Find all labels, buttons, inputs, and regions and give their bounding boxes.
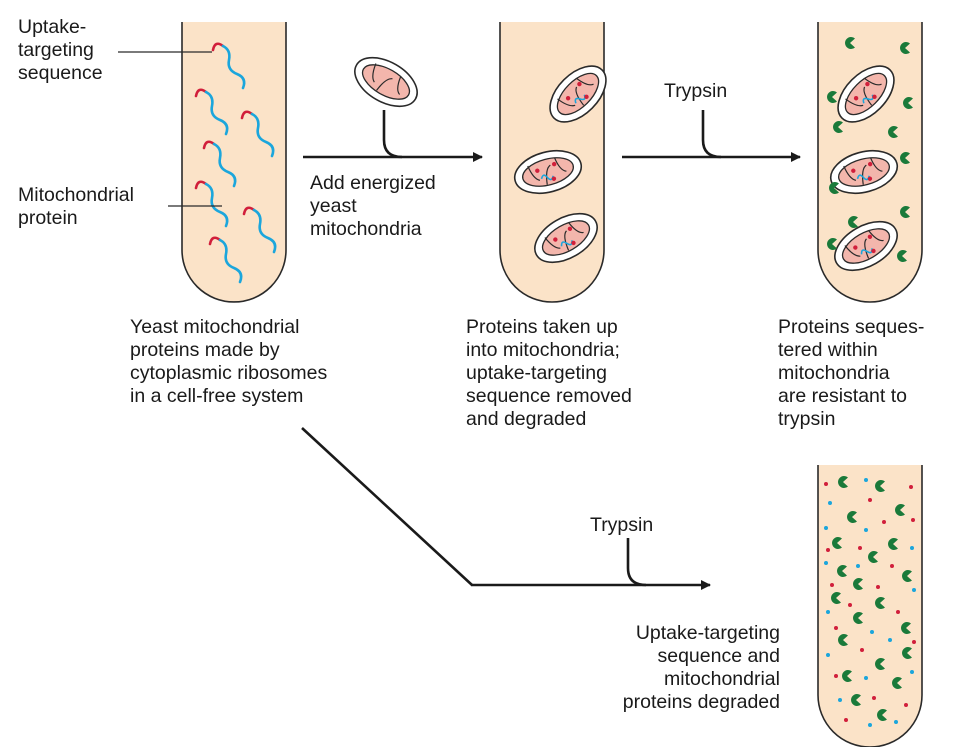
tube-1 bbox=[181, 22, 287, 303]
trypsin-bottom-label: Trypsin bbox=[590, 514, 654, 536]
diagonal-line bbox=[301, 427, 473, 586]
tube-1-proteins bbox=[194, 42, 277, 284]
tube-1-caption: Yeast mitochondrial proteins made by cyt… bbox=[130, 316, 328, 407]
tube-2-caption: Proteins taken up into mitochondria; upt… bbox=[466, 316, 632, 430]
arrow-2-branch bbox=[701, 110, 722, 159]
tube-3-caption: Proteins seques- tered within mitochondr… bbox=[778, 316, 925, 430]
mitochondrial-protein-label: Mitochondrial protein bbox=[18, 184, 134, 229]
trypsin-top-label: Trypsin bbox=[664, 80, 728, 102]
arrow-3-branch bbox=[626, 538, 647, 587]
tube-4-caption: Uptake-targeting sequence and mitochondr… bbox=[622, 622, 780, 713]
arrow-1-branch bbox=[382, 110, 403, 159]
add-mitochondria-label: Add energized yeast mitochondria bbox=[310, 172, 436, 240]
free-mitochondrion bbox=[345, 46, 427, 118]
tube-4-fragments bbox=[824, 478, 916, 727]
uptake-targeting-sequence-label: Uptake- targeting sequence bbox=[18, 16, 103, 84]
